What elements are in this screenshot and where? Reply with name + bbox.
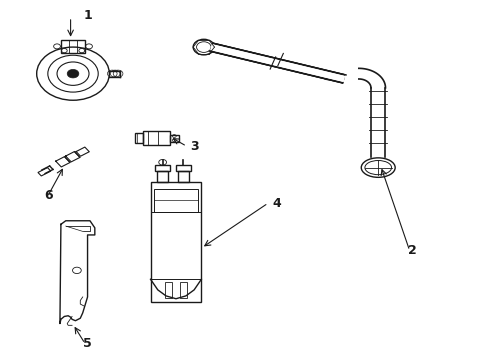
Bar	[135, 133, 143, 143]
Bar	[180, 282, 187, 298]
Bar	[154, 189, 197, 212]
Bar	[178, 171, 189, 182]
Text: 1: 1	[83, 9, 92, 22]
Bar	[150, 182, 201, 302]
Bar	[143, 131, 170, 145]
Bar	[165, 282, 172, 298]
Text: 5: 5	[83, 337, 92, 350]
Text: 6: 6	[45, 189, 53, 202]
Text: 2: 2	[408, 244, 416, 257]
Bar	[176, 165, 191, 171]
Bar	[38, 168, 51, 176]
Text: 3: 3	[190, 140, 198, 153]
Text: 4: 4	[272, 197, 281, 210]
Bar	[61, 40, 85, 53]
Circle shape	[67, 69, 79, 78]
Bar	[170, 135, 179, 142]
Bar	[157, 171, 168, 182]
Bar	[155, 165, 170, 171]
